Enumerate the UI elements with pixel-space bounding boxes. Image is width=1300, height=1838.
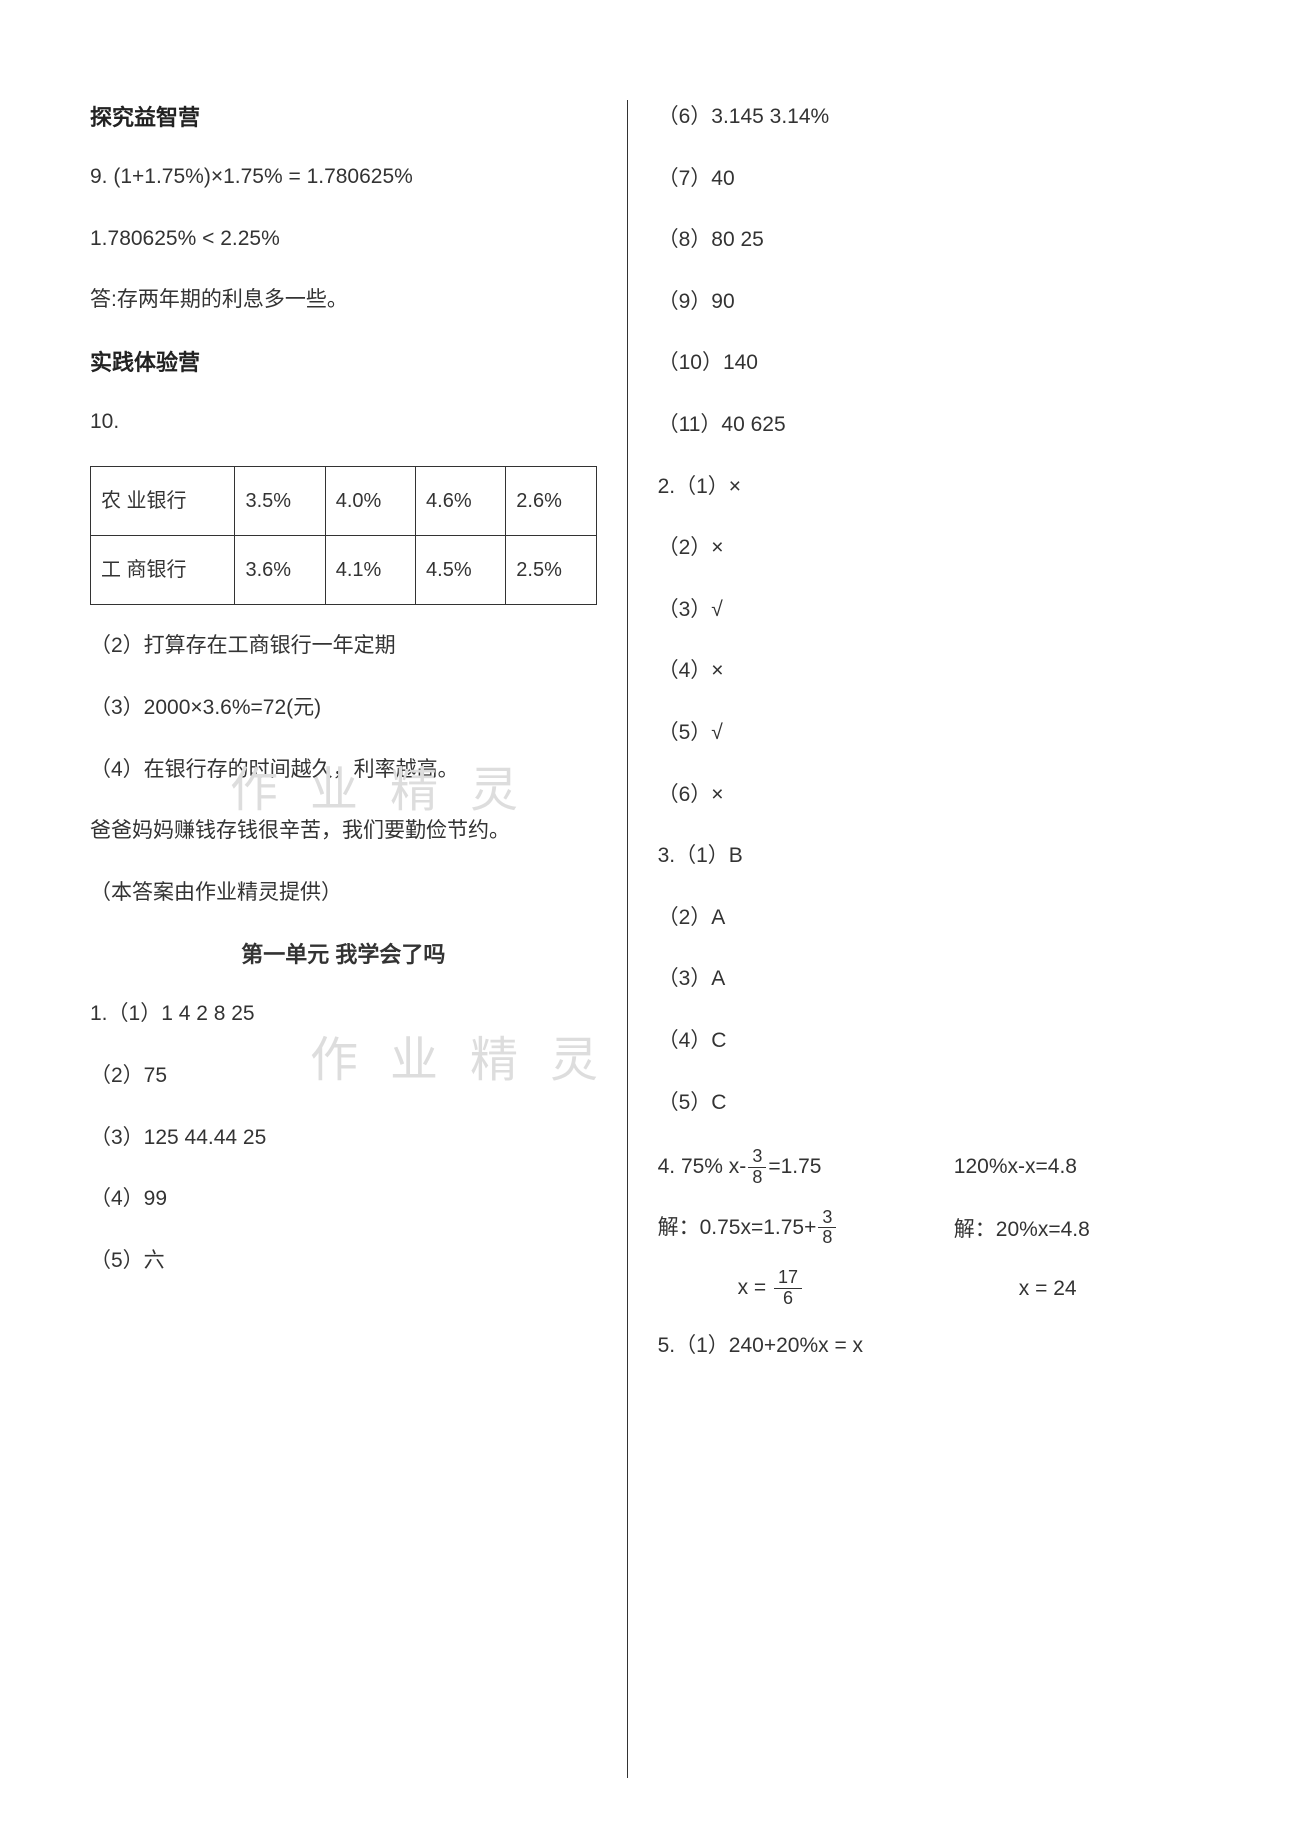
q3-4: （4）C bbox=[658, 1024, 1210, 1058]
q4-sol1: 解：0.75x=1.75+38 bbox=[658, 1208, 914, 1249]
fraction-num: 3 bbox=[748, 1147, 766, 1168]
section-title-1: 探究益智营 bbox=[90, 100, 597, 132]
q5: 5.（1）240+20%x = x bbox=[658, 1329, 1210, 1363]
q2-1: 2.（1）× bbox=[658, 470, 1210, 504]
q1-2: （2）75 bbox=[90, 1059, 597, 1093]
q4-x2: x = 24 bbox=[969, 1277, 1210, 1301]
q4-eq2: 120%x-x=4.8 bbox=[954, 1155, 1210, 1179]
q2-5: （5）√ bbox=[658, 716, 1210, 750]
q1-5: （5）六 bbox=[90, 1244, 597, 1278]
q1-8: （8）80 25 bbox=[658, 223, 1210, 257]
table-cell: 4.0% bbox=[325, 467, 415, 536]
q10-sub3: （3）2000×3.6%=72(元) bbox=[90, 691, 597, 725]
q4-sol2: 解：20%x=4.8 bbox=[954, 1213, 1210, 1243]
fraction-num: 3 bbox=[818, 1208, 836, 1229]
fraction: 176 bbox=[774, 1268, 802, 1309]
q4-row1: 4. 75% x-38=1.75 120%x-x=4.8 bbox=[658, 1147, 1210, 1188]
table-cell: 2.6% bbox=[506, 467, 596, 536]
table-cell: 农 业银行 bbox=[91, 467, 235, 536]
q4-row2: 解：0.75x=1.75+38 解：20%x=4.8 bbox=[658, 1208, 1210, 1249]
fraction: 38 bbox=[748, 1147, 766, 1188]
provided-by: （本答案由作业精灵提供） bbox=[90, 876, 597, 910]
q3-5: （5）C bbox=[658, 1086, 1210, 1120]
q2-4: （4）× bbox=[658, 654, 1210, 688]
q4-x1-left: x = bbox=[738, 1276, 772, 1299]
table-row: 农 业银行 3.5% 4.0% 4.6% 2.6% bbox=[91, 467, 597, 536]
q10-sub4a: （4）在银行存的时间越久，利率越高。 bbox=[90, 753, 597, 787]
q1-9: （9）90 bbox=[658, 285, 1210, 319]
table-cell: 4.1% bbox=[325, 536, 415, 605]
q1-10: （10）140 bbox=[658, 346, 1210, 380]
q10-label: 10. bbox=[90, 405, 597, 439]
q4-row3: x = 176 x = 24 bbox=[658, 1268, 1210, 1309]
page-columns: 探究益智营 9. (1+1.75%)×1.75% = 1.780625% 1.7… bbox=[90, 100, 1210, 1778]
q3-1: 3.（1）B bbox=[658, 839, 1210, 873]
q9-line2: 1.780625% < 2.25% bbox=[90, 222, 597, 256]
table-cell: 2.5% bbox=[506, 536, 596, 605]
table-cell: 4.6% bbox=[416, 467, 506, 536]
q2-2: （2）× bbox=[658, 531, 1210, 565]
fraction-den: 8 bbox=[748, 1168, 766, 1188]
q1-4: （4）99 bbox=[90, 1182, 597, 1216]
unit-title: 第一单元 我学会了吗 bbox=[90, 937, 597, 969]
table-row: 工 商银行 3.6% 4.1% 4.5% 2.5% bbox=[91, 536, 597, 605]
q4-eq1: 4. 75% x-38=1.75 bbox=[658, 1147, 914, 1188]
q1-11: （11）40 625 bbox=[658, 408, 1210, 442]
fraction-den: 6 bbox=[774, 1289, 802, 1309]
q3-2: （2）A bbox=[658, 901, 1210, 935]
q2-6: （6）× bbox=[658, 778, 1210, 812]
q1-1: 1.（1）1 4 2 8 25 bbox=[90, 997, 597, 1031]
left-column: 探究益智营 9. (1+1.75%)×1.75% = 1.780625% 1.7… bbox=[90, 100, 628, 1778]
q4-eq1-right: =1.75 bbox=[768, 1155, 821, 1178]
q10-sub2: （2）打算存在工商银行一年定期 bbox=[90, 629, 597, 663]
q1-7: （7）40 bbox=[658, 162, 1210, 196]
q1-3: （3）125 44.44 25 bbox=[90, 1121, 597, 1155]
q1-6: （6）3.145 3.14% bbox=[658, 100, 1210, 134]
table-cell: 3.6% bbox=[235, 536, 325, 605]
table-cell: 4.5% bbox=[416, 536, 506, 605]
section-title-2: 实践体验营 bbox=[90, 345, 597, 377]
table-cell: 工 商银行 bbox=[91, 536, 235, 605]
q2-3: （3）√ bbox=[658, 593, 1210, 627]
q4-sol1-left: 解：0.75x=1.75+ bbox=[658, 1216, 817, 1239]
fraction-num: 17 bbox=[774, 1268, 802, 1289]
table-cell: 3.5% bbox=[235, 467, 325, 536]
fraction: 38 bbox=[818, 1208, 836, 1249]
q4-eq1-left: 4. 75% x- bbox=[658, 1155, 747, 1178]
q10-sub4b: 爸爸妈妈赚钱存钱很辛苦，我们要勤俭节约。 bbox=[90, 814, 597, 848]
fraction-den: 8 bbox=[818, 1228, 836, 1248]
q9-answer: 答:存两年期的利息多一些。 bbox=[90, 283, 597, 317]
q4-x1: x = 176 bbox=[658, 1268, 929, 1309]
q3-3: （3）A bbox=[658, 962, 1210, 996]
right-column: （6）3.145 3.14% （7）40 （8）80 25 （9）90 （10）… bbox=[628, 100, 1210, 1778]
q9-line1: 9. (1+1.75%)×1.75% = 1.780625% bbox=[90, 160, 597, 194]
bank-rate-table: 农 业银行 3.5% 4.0% 4.6% 2.6% 工 商银行 3.6% 4.1… bbox=[90, 466, 597, 605]
